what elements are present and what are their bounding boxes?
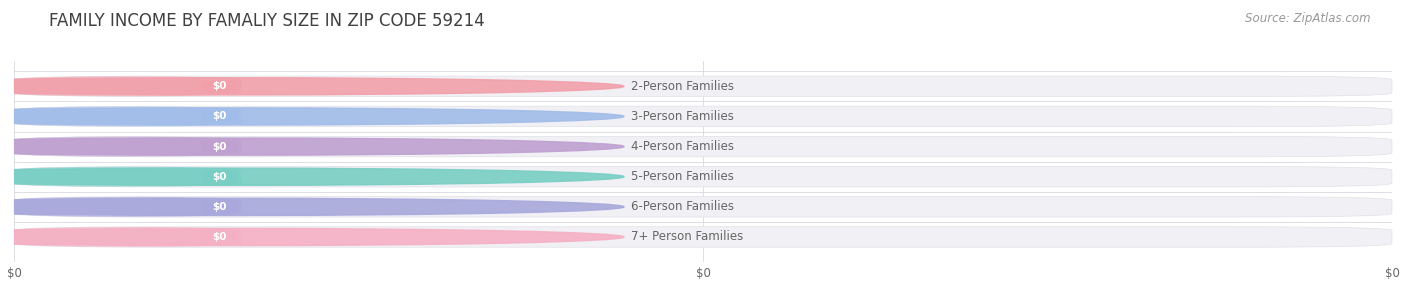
FancyBboxPatch shape xyxy=(14,227,242,247)
Text: 5-Person Families: 5-Person Families xyxy=(631,170,734,183)
Text: 6-Person Families: 6-Person Families xyxy=(631,200,734,214)
Circle shape xyxy=(0,138,624,155)
FancyBboxPatch shape xyxy=(14,167,242,187)
FancyBboxPatch shape xyxy=(14,136,242,157)
FancyBboxPatch shape xyxy=(141,170,298,183)
Text: $0: $0 xyxy=(212,172,226,182)
Text: $0: $0 xyxy=(212,202,226,212)
Text: 4-Person Families: 4-Person Families xyxy=(631,140,734,153)
Circle shape xyxy=(0,198,624,215)
FancyBboxPatch shape xyxy=(14,106,1392,127)
Text: 3-Person Families: 3-Person Families xyxy=(631,110,734,123)
FancyBboxPatch shape xyxy=(141,200,298,214)
Text: $0: $0 xyxy=(212,142,226,152)
FancyBboxPatch shape xyxy=(141,110,298,123)
Circle shape xyxy=(0,168,624,185)
Text: $0: $0 xyxy=(212,232,226,242)
Text: 7+ Person Families: 7+ Person Families xyxy=(631,231,744,243)
Circle shape xyxy=(0,108,624,125)
FancyBboxPatch shape xyxy=(14,136,1392,157)
FancyBboxPatch shape xyxy=(14,167,1392,187)
Text: 2-Person Families: 2-Person Families xyxy=(631,80,734,93)
FancyBboxPatch shape xyxy=(14,227,1392,247)
Circle shape xyxy=(0,78,624,95)
Circle shape xyxy=(0,228,624,246)
Text: FAMILY INCOME BY FAMALIY SIZE IN ZIP CODE 59214: FAMILY INCOME BY FAMALIY SIZE IN ZIP COD… xyxy=(49,12,485,30)
FancyBboxPatch shape xyxy=(141,140,298,153)
FancyBboxPatch shape xyxy=(141,80,298,93)
FancyBboxPatch shape xyxy=(141,230,298,244)
FancyBboxPatch shape xyxy=(14,76,242,97)
FancyBboxPatch shape xyxy=(14,106,242,127)
Text: $0: $0 xyxy=(212,81,226,91)
FancyBboxPatch shape xyxy=(14,76,1392,97)
FancyBboxPatch shape xyxy=(14,197,1392,217)
Text: $0: $0 xyxy=(212,111,226,121)
Text: Source: ZipAtlas.com: Source: ZipAtlas.com xyxy=(1246,12,1371,25)
FancyBboxPatch shape xyxy=(14,197,242,217)
